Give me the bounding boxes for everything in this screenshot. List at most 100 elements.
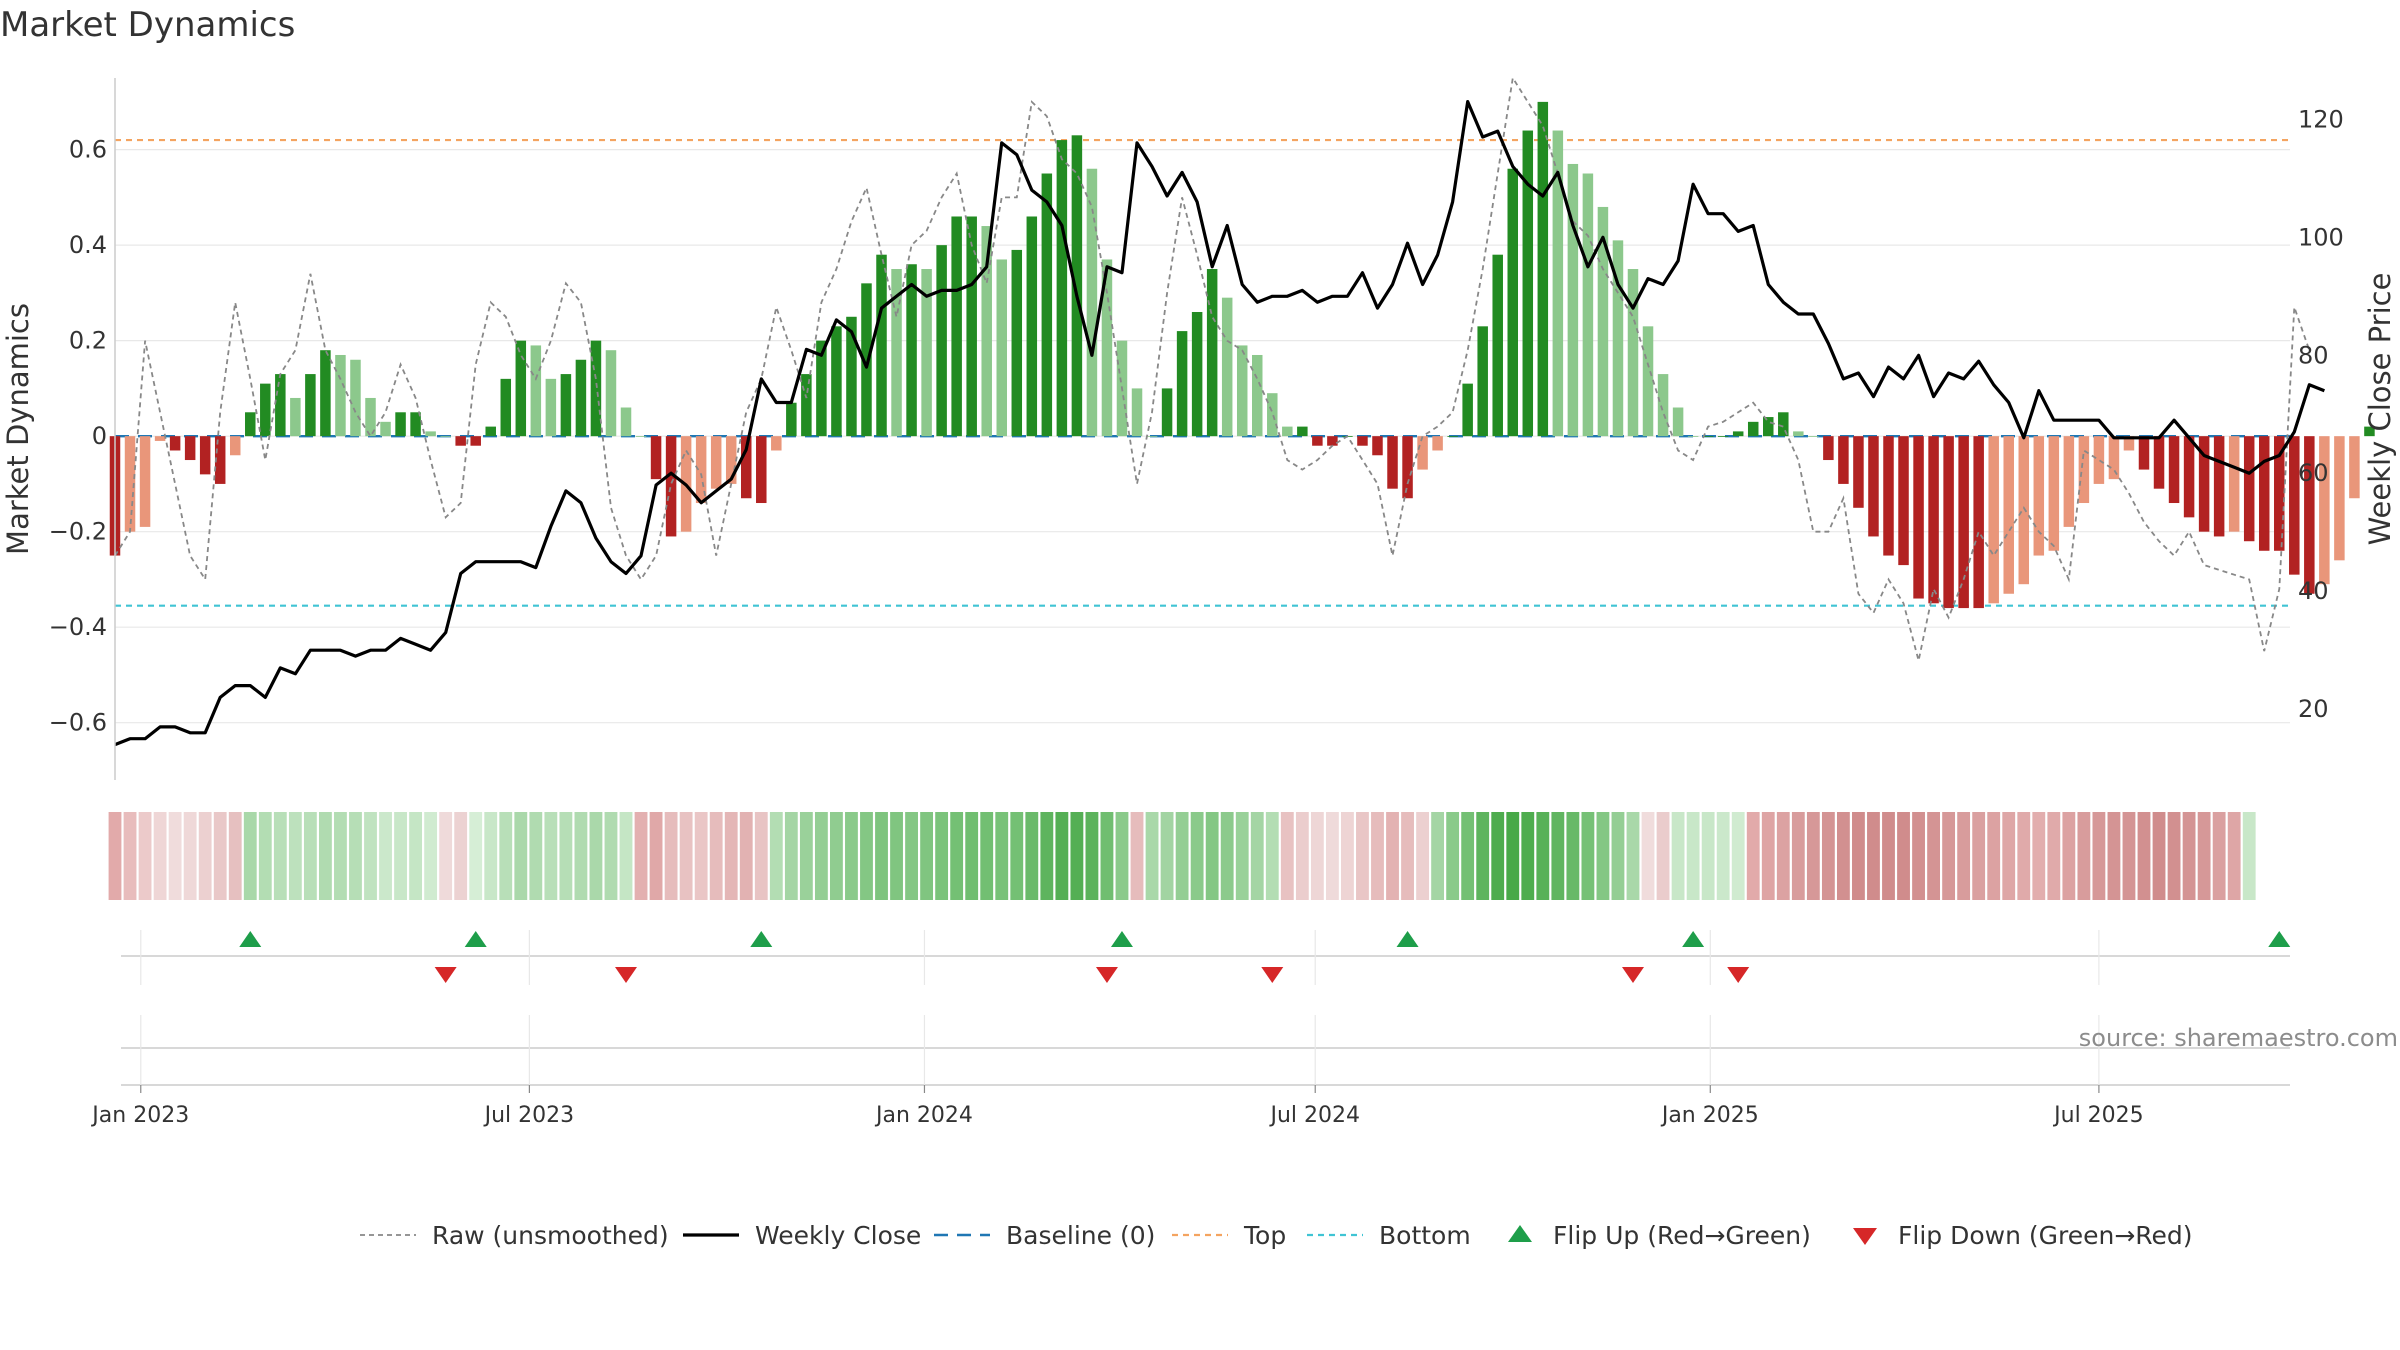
regime-cell xyxy=(2167,812,2181,900)
legend-flip-down-symbol xyxy=(1853,1228,1877,1245)
bar xyxy=(1191,312,1203,437)
legend-item: Top xyxy=(1172,1221,1286,1250)
bar xyxy=(966,216,977,437)
regime-cell xyxy=(2182,812,2196,900)
bar xyxy=(1297,426,1308,437)
regime-cell xyxy=(1852,812,1865,900)
flip-up-marker xyxy=(750,931,773,947)
bars-layer xyxy=(109,101,2375,609)
regime-cell xyxy=(1731,812,1745,900)
regime-cell xyxy=(2047,812,2061,900)
regime-cell xyxy=(439,812,453,900)
y-tick-label-right: 120 xyxy=(2298,105,2344,133)
bar xyxy=(1146,436,1158,437)
bar xyxy=(440,436,451,437)
regime-cell xyxy=(1025,812,1039,900)
regime-cell xyxy=(1371,812,1384,900)
bar xyxy=(771,436,782,451)
regime-cell xyxy=(228,812,242,900)
legend-item: Weekly Close xyxy=(683,1221,921,1250)
regime-cell xyxy=(2062,812,2076,900)
bar xyxy=(2334,436,2345,561)
regime-cell xyxy=(664,812,678,900)
bar xyxy=(1492,254,1503,437)
regime-cell xyxy=(1416,812,1429,900)
bar xyxy=(1086,168,1098,437)
regime-cell xyxy=(514,812,528,900)
regime-cell xyxy=(860,812,873,900)
y-tick-label-left: 0 xyxy=(92,422,107,450)
regime-cell xyxy=(890,812,903,900)
bar xyxy=(1432,436,1443,451)
bar xyxy=(1763,417,1774,437)
bar xyxy=(1252,354,1263,437)
legend-label: Weekly Close xyxy=(755,1221,921,1250)
bar xyxy=(214,436,226,484)
flip-down-marker xyxy=(1727,967,1750,983)
axes-layer: −0.6 −0.4 −0.2 0 0.2 0.4 0.6 20 40 60 80 100 120 xyxy=(49,78,2344,780)
regime-cell xyxy=(1882,812,1895,900)
x-tick-label: Jul 2025 xyxy=(2052,1103,2144,1128)
bar xyxy=(620,407,632,437)
regime-cell xyxy=(1581,812,1595,900)
flip-up-marker xyxy=(2268,931,2291,947)
regime-cell xyxy=(1671,812,1685,900)
bar xyxy=(1221,297,1233,437)
bar xyxy=(1657,374,1669,437)
regime-cell xyxy=(1746,812,1760,900)
regime-cell xyxy=(153,812,167,900)
bar xyxy=(665,436,677,537)
bar xyxy=(2078,436,2090,504)
y-tick-label-left: −0.2 xyxy=(49,518,107,546)
bar xyxy=(1402,436,1413,499)
regime-cell xyxy=(2092,812,2106,900)
bar xyxy=(1522,130,1534,437)
legend-item: Flip Down (Green→Red) xyxy=(1853,1221,2193,1250)
bar xyxy=(831,326,842,437)
regime-cell xyxy=(2032,812,2046,900)
bar xyxy=(2138,436,2150,470)
regime-cell xyxy=(1536,812,1550,900)
bar xyxy=(2319,436,2330,585)
bar xyxy=(996,259,1007,437)
legend-flip-up-symbol xyxy=(1508,1225,1532,1242)
regime-cell xyxy=(1310,812,1324,900)
bar xyxy=(1627,269,1639,437)
regime-cell xyxy=(2242,812,2256,900)
bar xyxy=(290,397,301,437)
regime-cell xyxy=(1431,812,1445,900)
regime-cell xyxy=(469,812,483,900)
bar xyxy=(2198,436,2210,532)
regime-cell xyxy=(1100,812,1114,900)
regime-cell xyxy=(2152,812,2166,900)
regime-cell xyxy=(2137,812,2151,900)
y-axis-label-right: Weekly Close Price xyxy=(2363,273,2397,546)
regime-cell xyxy=(980,812,994,900)
bar xyxy=(1943,436,1954,609)
regime-cell xyxy=(1070,812,1084,900)
bar xyxy=(1988,436,1999,604)
regime-cell xyxy=(1821,812,1835,900)
regime-cell xyxy=(1521,812,1535,900)
regime-cell xyxy=(303,812,317,900)
regime-cell xyxy=(1055,812,1069,900)
regime-cell xyxy=(409,812,423,900)
regime-cell xyxy=(2017,812,2031,900)
bar xyxy=(1312,436,1323,446)
regime-cell xyxy=(258,812,272,900)
bar xyxy=(2033,436,2045,556)
legend: Raw (unsmoothed) Weekly Close Baseline (0)… xyxy=(360,1221,2193,1250)
regime-cell xyxy=(1010,812,1024,900)
bar xyxy=(921,269,932,437)
x-tick-label: Jan 2025 xyxy=(1660,1103,1759,1128)
y-tick-label-left: 0.4 xyxy=(69,231,107,259)
chart-title: Market Dynamics xyxy=(0,5,295,45)
regime-cell xyxy=(1235,812,1249,900)
y-tick-label-left: 0.2 xyxy=(69,327,107,355)
bar xyxy=(1131,388,1143,437)
regime-cell xyxy=(1190,812,1204,900)
bar xyxy=(1282,426,1293,437)
regime-cell xyxy=(694,812,708,900)
